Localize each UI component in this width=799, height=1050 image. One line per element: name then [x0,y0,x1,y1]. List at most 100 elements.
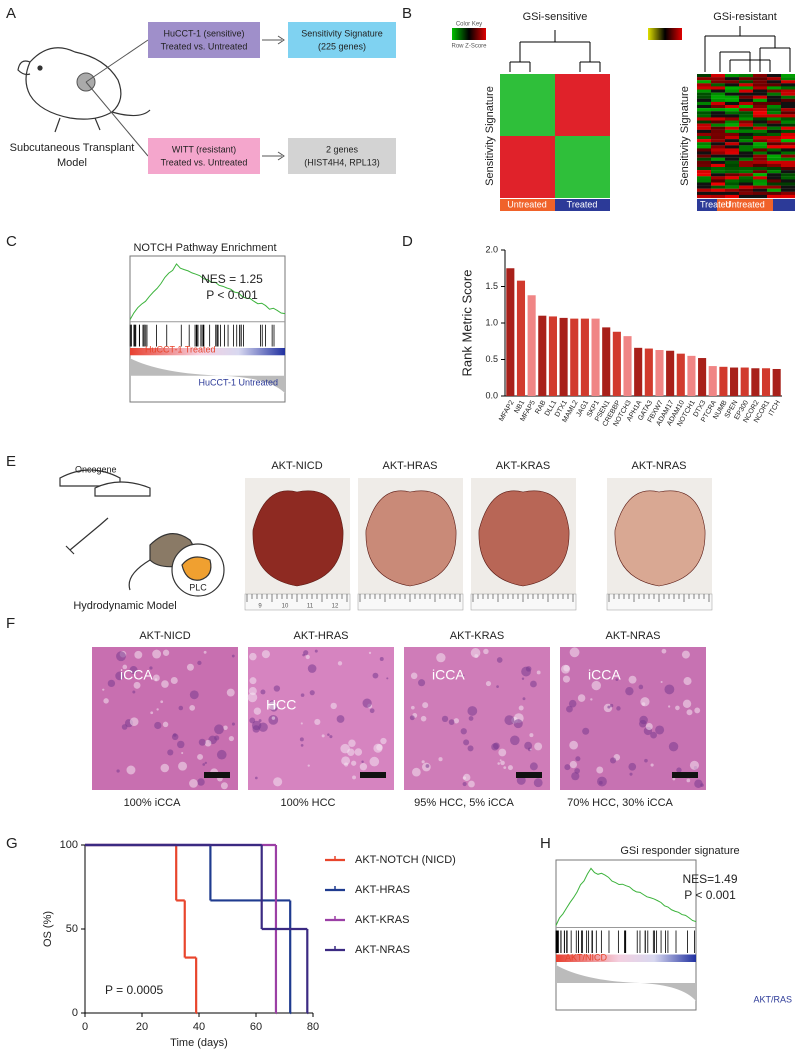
heatmap-cell [711,136,725,140]
bar [698,358,707,396]
heatmap-cell [781,105,795,109]
heatmap-cell [725,101,739,106]
x-tick-label: 40 [193,1021,205,1033]
ruler [357,593,464,611]
bar [506,268,515,396]
heatmap-resistant [697,74,795,199]
heatmap-cell [711,117,725,121]
texture [307,764,310,767]
texture [271,716,276,720]
texture [668,741,679,752]
texture [154,721,162,730]
group-label: Treated [700,199,731,209]
group-label: AKT/NICD [565,952,608,962]
heatmap-cell [781,173,795,177]
heatmap-cell [767,163,781,168]
texture [156,708,159,711]
texture [134,650,143,659]
x-tick-label: 60 [250,1021,262,1033]
texture [197,778,205,786]
heatmap-cell [753,117,767,121]
texture [628,675,637,684]
bar [634,347,643,396]
texture [462,674,465,677]
heatmap-cell [781,101,795,106]
heatmap-cell [725,129,739,133]
heatmap-cell [753,139,767,143]
heatmap-cell [711,188,725,192]
heatmap-cell [697,179,711,183]
heatmap-cell [753,105,767,109]
heatmap-block [555,136,610,198]
texture [170,676,178,684]
caption: Subcutaneous Transplant [10,142,135,154]
texture [474,654,479,658]
heatmap-cell [767,191,781,195]
heatmap-cell [767,188,781,192]
texture [468,780,475,788]
box-text: Treated vs. Untreated [161,41,248,51]
ruler [470,593,577,611]
texture [305,654,310,660]
heatmap-cell [711,167,725,171]
nes: NES = 1.25 [201,272,263,286]
heatmap-cell [725,185,739,189]
heatmap-cell [711,77,725,81]
texture [681,650,690,659]
texture [483,648,489,655]
group-label: Untreated [725,199,765,209]
heatmap-cell [753,160,767,164]
texture [676,767,682,773]
texture [607,705,611,709]
heatmap-cell [753,92,767,96]
heatmap-cell [711,163,725,168]
group-label: HuCCT-1 Untreated [198,377,278,387]
bar [612,331,621,396]
texture [521,677,525,680]
heatmap-cell [711,176,725,180]
heatmap-cell [781,136,795,140]
heatmap-cell [753,95,767,99]
heatmap-cell [711,157,725,161]
heatmap-cell [697,77,711,81]
heatmap-cell [725,114,739,118]
texture [249,677,257,685]
texture [177,740,185,749]
heatmap-cell [697,145,711,149]
texture [668,705,671,708]
model-label: AKT-KRAS [496,460,550,472]
texture [329,735,333,739]
heatmap-cell [767,111,781,115]
heatmap-cell [753,173,767,177]
heatmap-cell [739,86,753,90]
arrow [85,39,149,83]
rank-gradient [130,347,285,356]
heatmap-cell [739,77,753,81]
heatmap-cell [739,139,753,143]
bar [655,350,664,396]
texture [352,775,356,780]
texture [463,739,470,746]
heatmap-cell [753,176,767,180]
texture [575,756,581,762]
texture [568,699,577,708]
heatmap-cell [753,114,767,118]
heatmap-cell [711,182,725,186]
texture [485,681,492,687]
texture [330,702,337,710]
texture [533,778,543,788]
model-label: AKT-NICD [139,630,190,642]
enrichment-curve [129,263,286,320]
heatmap-cell [739,80,753,84]
y-axis-label: OS (%) [42,911,54,947]
heatmap-cell [781,129,795,133]
texture [162,721,169,728]
texture [351,760,357,766]
texture [115,671,124,681]
heatmap-cell [767,185,781,189]
texture [197,660,202,666]
heatmap-cell [781,185,795,189]
heatmap-cell [739,123,753,127]
texture [307,664,317,673]
